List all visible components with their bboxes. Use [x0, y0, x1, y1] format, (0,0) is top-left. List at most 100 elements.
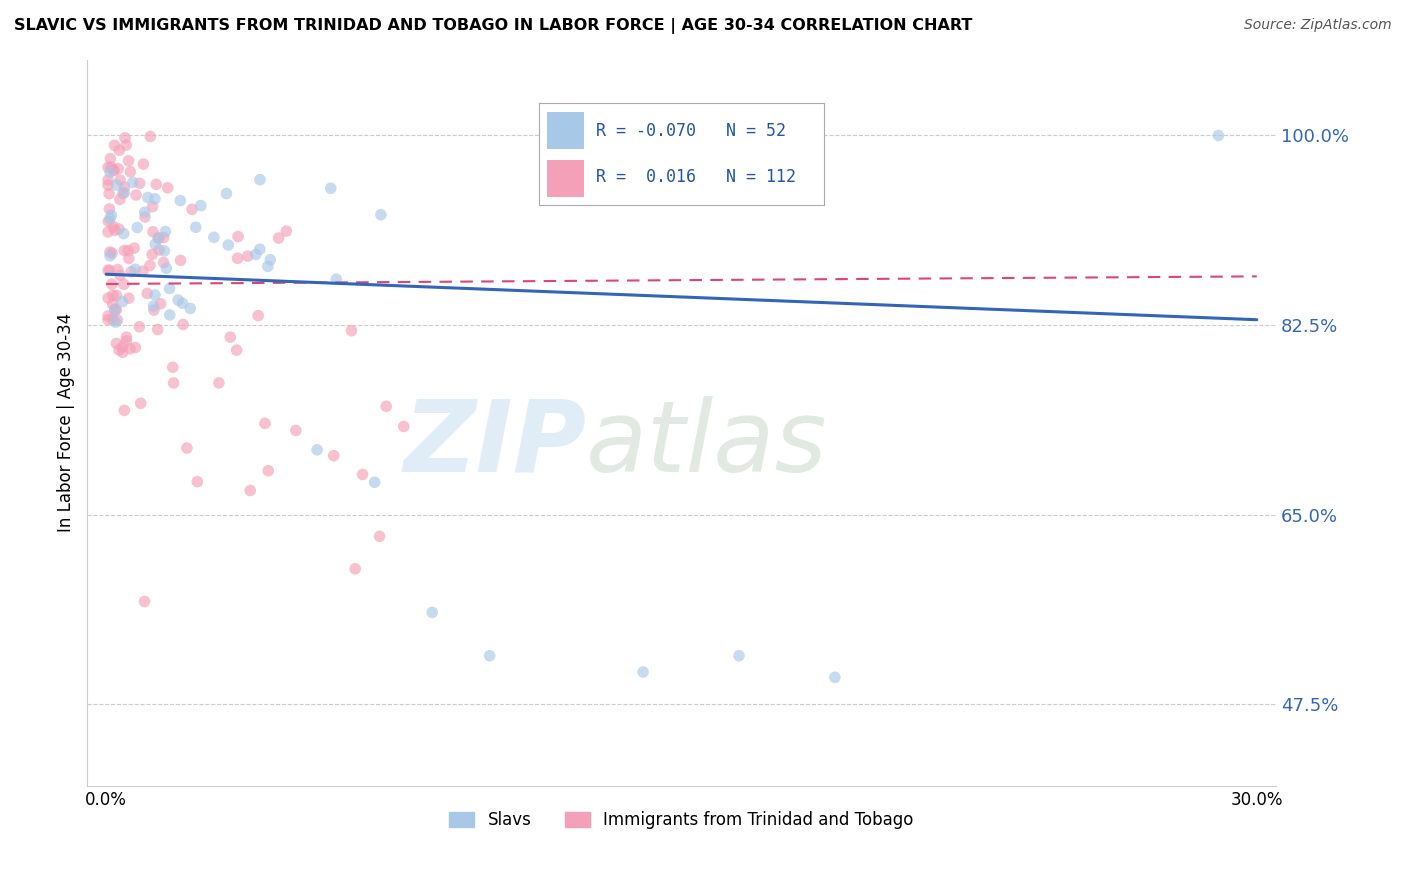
Point — [98, 202, 121, 216]
Point — [108, 343, 131, 357]
Point — [100, 277, 122, 292]
Point — [112, 277, 135, 292]
Point — [141, 200, 163, 214]
Point — [101, 297, 124, 311]
Point — [143, 237, 166, 252]
Point — [108, 173, 131, 187]
Text: ZIP: ZIP — [404, 396, 586, 493]
Point — [631, 665, 654, 679]
Point — [257, 464, 280, 478]
Point — [226, 229, 249, 244]
Text: Source: ZipAtlas.com: Source: ZipAtlas.com — [1244, 18, 1392, 32]
Point — [184, 220, 207, 235]
Point — [98, 245, 121, 260]
Point — [247, 309, 270, 323]
Point — [142, 299, 165, 313]
Point — [128, 176, 150, 190]
Point — [236, 249, 259, 263]
Point — [149, 297, 172, 311]
Point — [167, 293, 190, 307]
Point — [134, 205, 156, 219]
Point — [172, 318, 194, 332]
Point — [276, 224, 298, 238]
Point — [257, 260, 280, 274]
Point — [112, 186, 135, 201]
Point — [190, 198, 212, 212]
Point — [117, 244, 139, 258]
Point — [104, 303, 127, 318]
Point — [155, 261, 177, 276]
Point — [103, 138, 125, 153]
Point — [104, 302, 127, 317]
Point — [134, 594, 156, 608]
Point — [132, 264, 155, 278]
Point — [112, 186, 135, 200]
Point — [370, 208, 392, 222]
Point — [97, 178, 120, 192]
Point — [148, 243, 170, 257]
Point — [132, 157, 155, 171]
Point — [239, 483, 262, 498]
Point — [143, 288, 166, 302]
Point — [111, 340, 134, 354]
Point — [124, 341, 146, 355]
Point — [97, 309, 120, 323]
Point — [101, 246, 124, 260]
Point — [127, 220, 149, 235]
Point — [352, 467, 374, 482]
Point — [134, 210, 156, 224]
Point — [103, 163, 125, 178]
Point — [728, 648, 751, 663]
Point — [176, 441, 198, 455]
Point — [325, 272, 347, 286]
Point — [98, 211, 121, 226]
Point — [226, 252, 249, 266]
Point — [104, 223, 127, 237]
Point — [179, 301, 201, 316]
Point — [172, 296, 194, 310]
Point — [208, 376, 231, 390]
Point — [101, 288, 124, 302]
Point — [108, 192, 131, 206]
Point — [219, 330, 242, 344]
Point — [141, 247, 163, 261]
Text: atlas: atlas — [586, 396, 828, 493]
Point — [115, 330, 138, 344]
Point — [420, 606, 443, 620]
Point — [97, 263, 120, 277]
Point — [152, 230, 174, 244]
Point — [322, 449, 344, 463]
Point — [225, 343, 247, 358]
Point — [245, 247, 267, 261]
Point — [112, 227, 135, 241]
Point — [319, 181, 342, 195]
Point — [101, 312, 124, 326]
Point — [375, 399, 398, 413]
Point — [105, 303, 128, 318]
Point — [103, 219, 125, 234]
Point — [162, 376, 184, 390]
Point — [143, 192, 166, 206]
Point — [267, 231, 290, 245]
Point — [128, 319, 150, 334]
Point — [97, 214, 120, 228]
Point — [162, 360, 184, 375]
Point — [100, 208, 122, 222]
Point — [249, 172, 271, 186]
Point — [392, 419, 415, 434]
Point — [146, 231, 169, 245]
Point — [108, 143, 131, 157]
Point — [169, 194, 191, 208]
Legend: Slavs, Immigrants from Trinidad and Tobago: Slavs, Immigrants from Trinidad and Toba… — [443, 805, 921, 836]
Point — [115, 334, 138, 348]
Point — [146, 322, 169, 336]
Point — [340, 324, 363, 338]
Point — [105, 288, 128, 302]
Point — [153, 244, 176, 258]
Point — [156, 181, 179, 195]
Point — [97, 291, 120, 305]
Point — [97, 173, 120, 187]
Point — [169, 253, 191, 268]
Point — [363, 475, 385, 490]
Point — [202, 230, 225, 244]
